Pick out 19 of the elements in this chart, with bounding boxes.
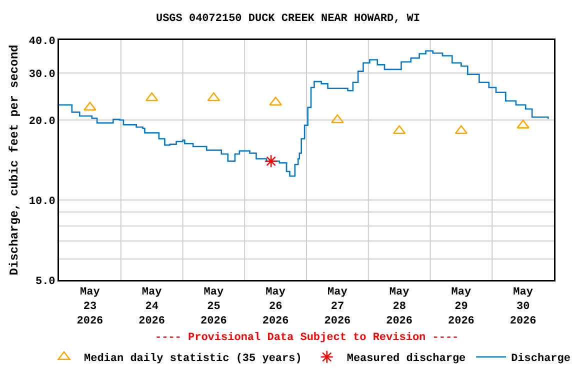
- y-tick-label: 30.0: [28, 69, 56, 82]
- chart-title: USGS 04072150 DUCK CREEK NEAR HOWARD, WI: [156, 13, 420, 26]
- x-tick-label: May 23 2026: [76, 286, 104, 328]
- y-axis-title: Discharge, cubic feet per second: [7, 44, 22, 276]
- text: ---- Provisional Data Subject to Revision ----: [155, 332, 459, 344]
- x-tick-label: May 27 2026: [324, 286, 351, 328]
- legend-label: Discharge: [511, 353, 571, 366]
- y-tick-label: 5.0: [35, 276, 56, 288]
- y-tick-label: 40.0: [28, 36, 56, 48]
- x-tick-label: May 26 2026: [262, 286, 289, 328]
- y-tick-label: 20.0: [28, 116, 56, 128]
- x-tick-label: May 24 2026: [138, 286, 166, 328]
- legend-label: Measured discharge: [346, 353, 466, 366]
- x-tick-label: May 25 2026: [200, 286, 227, 328]
- y-tick-label: 10.0: [28, 196, 56, 208]
- x-tick-label: May 28 2026: [386, 286, 413, 328]
- x-tick-label: May 30 2026: [510, 286, 536, 328]
- x-tick-label: May 29 2026: [448, 286, 474, 328]
- legend-label: Median daily statistic (35 years): [84, 353, 302, 366]
